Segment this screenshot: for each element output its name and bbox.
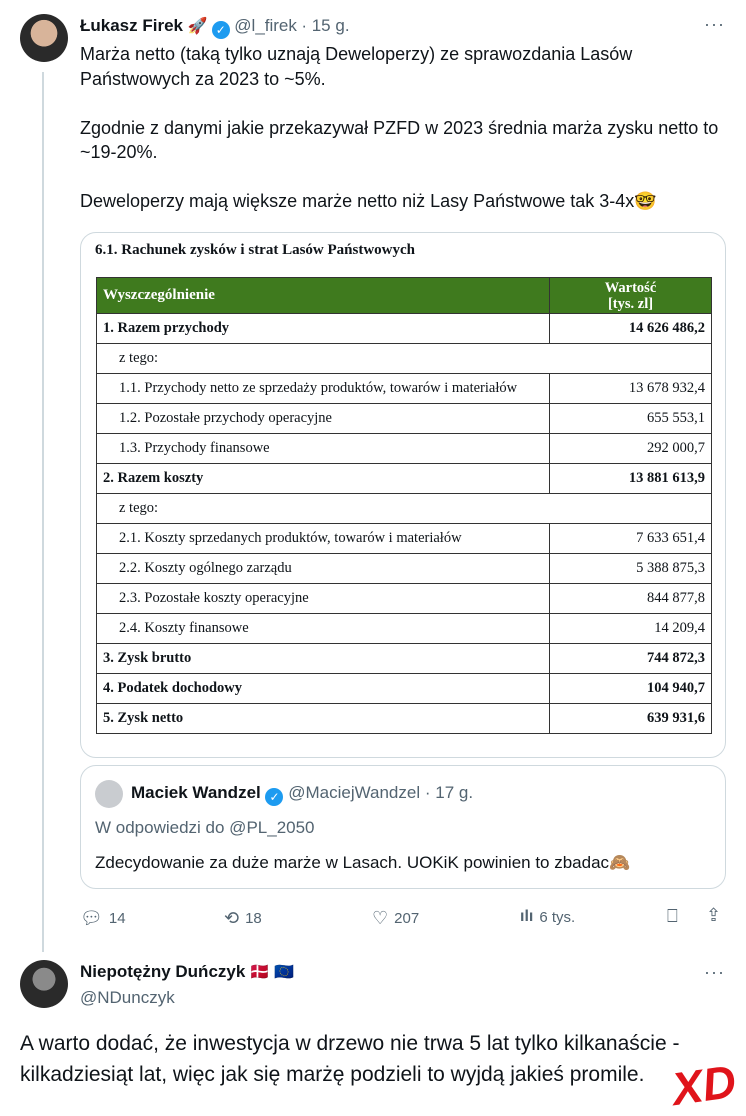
- thread-line: [42, 72, 44, 952]
- author-handle[interactable]: @NDunczyk: [80, 988, 175, 1007]
- share-button[interactable]: ⇪: [706, 905, 721, 926]
- row-value: 5 388 875,3: [549, 553, 712, 584]
- table-row: z tego:: [96, 343, 712, 374]
- table-row: 2.4. Koszty finansowe 14 209,4: [96, 613, 712, 644]
- row-label: 5. Zysk netto: [96, 703, 550, 734]
- header-cell: Wartość [tys. zl]: [549, 277, 712, 314]
- row-value: 104 940,7: [549, 673, 712, 704]
- row-value: 13 881 613,9: [549, 463, 712, 494]
- quote-avatar: [95, 780, 123, 808]
- quote-handle: @MaciejWandzel: [288, 783, 421, 802]
- table-title: 6.1. Rachunek zysków i strat Lasów Państ…: [95, 242, 416, 258]
- reply-count: 14: [108, 910, 126, 927]
- row-value: 655 553,1: [549, 403, 712, 434]
- table-row: 1.1. Przychody netto ze sprzedaży produk…: [96, 373, 712, 404]
- table-row: 2. Razem koszty 13 881 613,9: [96, 463, 712, 494]
- row-label: 2.3. Pozostałe koszty operacyjne: [96, 583, 550, 614]
- avatar[interactable]: [20, 14, 68, 62]
- reply-button[interactable]: 💬︎ 14: [80, 908, 126, 929]
- reply-to: W odpowiedzi do @PL_2050: [95, 818, 315, 837]
- media-card[interactable]: 6.1. Rachunek zysków i strat Lasów Państ…: [80, 232, 726, 758]
- quoted-tweet[interactable]: Maciek Wandzel ✓ @MaciejWandzel · 17 g. …: [80, 765, 726, 889]
- row-label: z tego:: [96, 493, 712, 524]
- reply-icon: 💬︎: [80, 908, 103, 928]
- row-label: 2.2. Koszty ogólnego zarządu: [96, 553, 550, 584]
- timestamp[interactable]: · 15 g.: [301, 16, 350, 35]
- row-value: 14 626 486,2: [549, 313, 712, 344]
- table-row: 5. Zysk netto 639 931,6: [96, 703, 712, 734]
- avatar[interactable]: [20, 960, 68, 1008]
- table-row: 2.2. Koszty ogólnego zarządu 5 388 875,3: [96, 553, 712, 584]
- like-button[interactable]: ♡ 207: [372, 908, 419, 929]
- more-icon[interactable]: ···: [704, 14, 725, 34]
- row-value: 744 872,3: [549, 643, 712, 674]
- tweet-header: Łukasz Firek 🚀 ✓ @l_firek · 15 g.: [80, 16, 350, 39]
- row-value: 844 877,8: [549, 583, 712, 614]
- repost-button[interactable]: ⟲ 18: [224, 908, 262, 929]
- views-icon: ılı: [520, 908, 534, 925]
- row-label: z tego:: [96, 343, 712, 374]
- tweet-text: A warto dodać, że inwestycja w drzewo ni…: [20, 1032, 680, 1086]
- row-label: 2. Razem koszty: [96, 463, 550, 494]
- row-label: 3. Zysk brutto: [96, 643, 550, 674]
- header-cell: Wyszczególnienie: [96, 277, 550, 314]
- row-value: 639 931,6: [549, 703, 712, 734]
- row-label: 4. Podatek dochodowy: [96, 673, 550, 704]
- table-row: 2.1. Koszty sprzedanych produktów, towar…: [96, 523, 712, 554]
- tweet-text: Marża netto (taką tylko uznają Deweloper…: [80, 44, 719, 211]
- like-count: 207: [394, 910, 420, 927]
- income-table: Wyszczególnienie Wartość [tys. zl] 1. Ra…: [96, 277, 712, 734]
- verified-icon: ✓: [265, 788, 284, 806]
- table-row: z tego:: [96, 493, 712, 524]
- row-value: 292 000,7: [549, 433, 712, 464]
- row-label: 2.1. Koszty sprzedanych produktów, towar…: [96, 523, 550, 554]
- rocket-icon: 🚀: [187, 18, 208, 35]
- author-name[interactable]: Niepotężny Duńczyk: [80, 962, 246, 981]
- heart-icon: ♡: [372, 908, 389, 928]
- row-value: 14 209,4: [549, 613, 712, 644]
- views-count: 6 tys.: [539, 908, 576, 926]
- author-name[interactable]: Łukasz Firek: [80, 16, 183, 35]
- table-row: 1.3. Przychody finansowe 292 000,7: [96, 433, 712, 464]
- table-row: 3. Zysk brutto 744 872,3: [96, 643, 712, 674]
- verified-icon: ✓: [211, 21, 230, 39]
- share-icon: ⇪: [706, 905, 722, 925]
- table-row: 2.3. Pozostałe koszty operacyjne 844 877,…: [96, 583, 712, 614]
- row-label: 1.2. Pozostałe przychody operacyjne: [96, 403, 550, 434]
- bookmark-button[interactable]: ⎕: [667, 906, 678, 927]
- repost-count: 18: [245, 910, 262, 927]
- row-label: 1.3. Przychody finansowe: [96, 433, 550, 464]
- row-value: 7 633 651,4: [549, 523, 712, 554]
- row-label: 1. Razem przychody: [96, 313, 550, 344]
- row-label: 2.4. Koszty finansowe: [96, 613, 550, 644]
- row-label: 1.1. Przychody netto ze sprzedaży produk…: [96, 373, 550, 404]
- bookmark-icon: ⎕: [667, 906, 678, 926]
- quote-author-name: Maciek Wandzel: [131, 783, 261, 802]
- flag-icons: 🇩🇰 🇪🇺: [249, 964, 295, 981]
- repost-icon: ⟲: [224, 908, 240, 928]
- quote-text: Zdecydowanie za duże marże w Lasach. UOK…: [95, 853, 631, 872]
- more-icon[interactable]: ···: [704, 962, 725, 982]
- table-row: 4. Podatek dochodowy 104 940,7: [96, 673, 712, 704]
- table-row: 1. Razem przychody 14 626 486,2: [96, 313, 712, 344]
- row-value: 13 678 932,4: [549, 373, 712, 404]
- xd-sticker: XD: [668, 1054, 740, 1116]
- table-row: 1.2. Pozostałe przychody operacyjne 655 5…: [96, 403, 712, 434]
- views-button[interactable]: ılı 6 tys.: [520, 908, 575, 926]
- quote-time: · 17 g.: [424, 783, 474, 802]
- author-handle[interactable]: @l_firek: [234, 16, 297, 35]
